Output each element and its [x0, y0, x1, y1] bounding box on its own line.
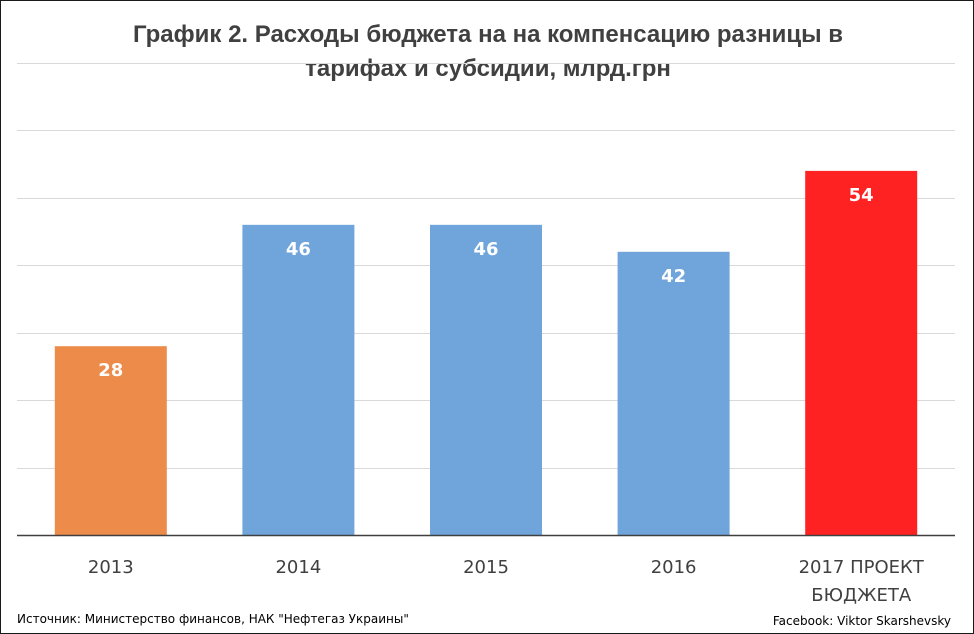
- bar: [617, 251, 730, 536]
- data-label: 46: [286, 239, 311, 260]
- data-label: 46: [473, 239, 498, 260]
- chart-title: График 2. Расходы бюджета на на компенса…: [133, 21, 843, 82]
- data-label: 42: [661, 266, 686, 287]
- data-label: 54: [849, 185, 874, 206]
- category-label: БЮДЖЕТА: [811, 585, 912, 606]
- author-credit: Facebook: Viktor Skarshevsky: [773, 614, 951, 628]
- category-label: 2013: [88, 557, 134, 578]
- bars: [54, 170, 918, 536]
- data-label: 28: [98, 360, 123, 381]
- bar: [430, 224, 542, 536]
- category-label: 2016: [651, 557, 697, 578]
- category-label: 2015: [463, 557, 509, 578]
- source-note: Источник: Министерство финансов, НАК "Не…: [17, 612, 409, 626]
- category-labels: 2013 2014 2015 2016 2017 ПРОЕКТ БЮДЖЕТА: [88, 557, 925, 606]
- bar: [242, 224, 355, 536]
- chart-title-line-2: тарифах и субсидии, млрд.грн: [305, 55, 671, 82]
- category-label: 2014: [275, 557, 321, 578]
- chart-title-line-1: График 2. Расходы бюджета на на компенса…: [133, 21, 843, 48]
- bar: [805, 170, 918, 535]
- category-label: 2017 ПРОЕКТ: [799, 557, 925, 578]
- data-labels: 28 46 46 42 54: [98, 185, 873, 381]
- bar: [54, 346, 167, 535]
